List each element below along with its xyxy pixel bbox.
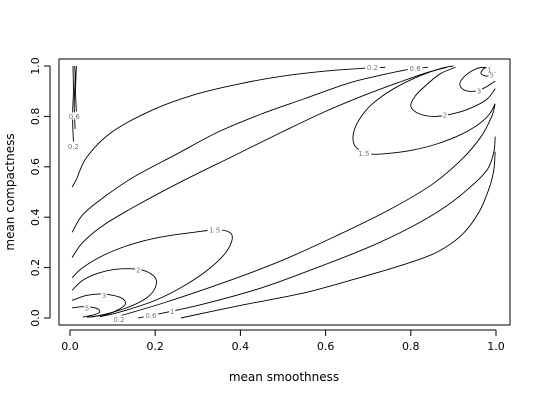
- contour-line-3: [71, 293, 126, 318]
- x-tick-label: 0.0: [61, 340, 79, 353]
- contour-line-1: [71, 66, 448, 258]
- y-axis: 0.0 0.2 0.4 0.6 0.8 1.0: [29, 57, 51, 327]
- contour-label-bg: [356, 149, 372, 157]
- contour-label-bg: [169, 307, 176, 315]
- contour-label: 1: [170, 308, 174, 316]
- x-axis-title: mean smoothness: [229, 370, 339, 384]
- contour-label: 1.5: [358, 150, 369, 158]
- y-tick-label: 0.4: [29, 208, 42, 226]
- contour-line-2: [410, 66, 496, 117]
- contour-label: 1.5: [209, 226, 220, 234]
- contour-label-bg: [441, 111, 448, 119]
- contour-label-bg: [407, 64, 423, 72]
- x-axis: 0.0 0.2 0.4 0.6 0.8 1.0: [61, 329, 505, 353]
- y-tick-label: 0.8: [29, 108, 42, 126]
- contour-line-2: [71, 268, 157, 318]
- plot-frame: [58, 58, 511, 326]
- contour-label: 1: [487, 66, 491, 74]
- contour-label-bg: [67, 112, 82, 120]
- contour-label-bg: [66, 142, 81, 150]
- y-axis-title: mean compactness: [3, 133, 17, 250]
- contour-label: 0.2: [113, 316, 124, 324]
- contour-line-1.5: [352, 65, 496, 155]
- contour-line-0.2: [180, 151, 496, 319]
- contour-label: 0.6: [69, 113, 81, 121]
- contour-label-bg: [488, 70, 495, 78]
- contour-label: 2: [136, 267, 140, 275]
- contour-label-bg: [207, 225, 223, 233]
- contour-line-5: [72, 306, 101, 318]
- contour-line-0.6: [138, 136, 496, 319]
- contour-label: 0.6: [410, 65, 422, 73]
- contour-label-bg: [83, 303, 91, 311]
- contour-line-1: [75, 65, 77, 112]
- contour-line-0.6: [71, 66, 428, 233]
- contour-line-1.5: [71, 229, 233, 318]
- contour-label-bg: [143, 311, 159, 319]
- contour-label-bg: [101, 291, 108, 299]
- contour-line-3: [459, 66, 496, 92]
- contour-label: 3: [102, 292, 106, 300]
- contour-label: 3: [477, 88, 481, 96]
- x-tick-label: 0.6: [317, 340, 335, 353]
- contour-label-bg: [365, 63, 380, 71]
- contour-label-bg: [486, 65, 493, 73]
- contour-label-bg: [111, 315, 127, 323]
- contour-line-0.2: [72, 65, 74, 142]
- contour-label-bg: [475, 87, 483, 95]
- y-tick-label: 0.0: [29, 309, 42, 327]
- x-tick-label: 0.4: [232, 340, 250, 353]
- contour-label: 0.6: [145, 312, 157, 320]
- y-tick-label: 0.6: [29, 158, 42, 176]
- x-tick-label: 1.0: [487, 340, 505, 353]
- contour-label: 5: [489, 71, 493, 79]
- contour-lines: [71, 65, 496, 319]
- contour-label: 2: [443, 112, 447, 120]
- contour-line-1: [112, 103, 496, 319]
- contour-label: 0.2: [367, 64, 378, 72]
- x-tick-label: 0.8: [402, 340, 420, 353]
- y-tick-label: 1.0: [29, 57, 42, 75]
- contour-label: 5: [85, 304, 89, 312]
- contour-label: 0.2: [68, 143, 79, 151]
- contour-line-0.2: [71, 66, 386, 188]
- contour-label-bg: [135, 266, 142, 274]
- y-tick-label: 0.2: [29, 259, 42, 277]
- x-tick-label: 0.2: [146, 340, 164, 353]
